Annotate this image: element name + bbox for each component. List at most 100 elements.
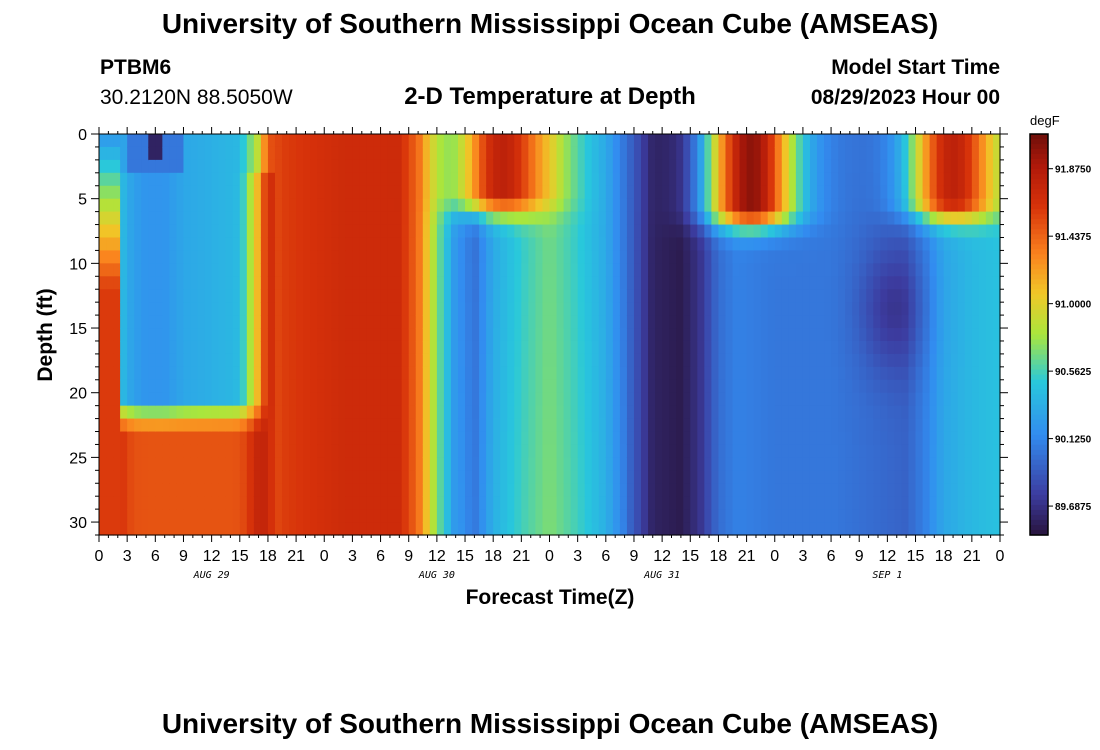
heatmap-cell [282,172,290,187]
heatmap-cell [401,353,410,368]
heatmap-cell [457,250,466,264]
heatmap-cell [345,289,354,303]
heatmap-cell [880,522,888,536]
heatmap-cell [725,263,734,277]
heatmap-cell [422,289,431,303]
heatmap-cell [795,431,804,446]
heatmap-cell [626,185,635,200]
heatmap-cell [239,237,248,252]
heatmap-cell [845,250,853,264]
heatmap-cell [106,483,114,497]
heatmap-cell [725,418,734,433]
heatmap-cell [359,328,368,342]
heatmap-cell [472,134,480,148]
heatmap-cell [838,198,846,213]
heatmap-cell [605,185,614,200]
heatmap-cell [296,224,304,239]
heatmap-cell [401,340,410,355]
heatmap-cell [345,185,354,200]
heatmap-cell [859,315,867,329]
heatmap-cell [964,250,973,264]
heatmap-cell [169,405,178,420]
heatmap-cell [120,392,128,407]
heatmap-cell [612,172,621,187]
heatmap-cell [493,470,501,484]
heatmap-cell [598,379,607,394]
heatmap-cell [338,340,346,355]
heatmap-cell [542,405,551,420]
heatmap-cell [225,418,234,433]
heatmap-cell [781,146,790,161]
heatmap-cell [598,302,607,316]
colorbar-segment [1030,494,1048,501]
heatmap-cell [556,379,565,394]
heatmap-cell [317,405,325,420]
heatmap-cell [148,470,156,484]
heatmap-cell [760,418,769,433]
heatmap-cell [274,470,283,484]
heatmap-cell [211,198,220,213]
heatmap-cell [690,509,698,523]
heatmap-cell [556,185,565,200]
heatmap-cell [331,276,339,290]
heatmap-cell [824,146,832,161]
heatmap-cell [992,470,1001,484]
heatmap-cell [507,522,515,536]
heatmap-cell [260,302,269,316]
heatmap-cell [429,315,438,329]
heatmap-cell [155,224,163,239]
heatmap-cell [472,276,480,290]
heatmap-cell [669,263,677,277]
heatmap-cell [535,134,544,148]
heatmap-cell [887,353,896,368]
heatmap-cell [500,444,508,458]
heatmap-cell [992,276,1001,290]
heatmap-cell [380,353,389,368]
heatmap-cell [169,379,178,394]
heatmap-cell [197,185,206,200]
heatmap-cell [563,457,572,471]
heatmap-cell [148,263,156,277]
heatmap-cell [246,185,255,200]
heatmap-cell [176,483,185,497]
heatmap-cell [479,211,487,226]
heatmap-cell [486,185,494,200]
heatmap-cell [528,211,537,226]
heatmap-cell [563,185,572,200]
heatmap-cell [662,172,670,187]
heatmap-cell [366,340,375,355]
heatmap-cell [345,250,354,264]
heatmap-cell [795,392,804,407]
heatmap-cell [253,483,262,497]
heatmap-cell [507,405,515,420]
heatmap-cell [894,509,903,523]
heatmap-cell [866,328,874,342]
heatmap-cell [197,328,206,342]
heatmap-cell [605,211,614,226]
heatmap-cell [753,134,762,148]
heatmap-cell [521,134,529,148]
heatmap-cell [901,172,910,187]
heatmap-cell [549,146,558,161]
heatmap-cell [183,522,192,536]
heatmap-cell [746,328,755,342]
heatmap-cell [788,276,797,290]
heatmap-cell [971,159,980,174]
heatmap-cell [232,366,241,381]
heatmap-cell [838,496,846,510]
heatmap-cell [591,134,600,148]
heatmap-cell [324,237,332,252]
heatmap-cell [887,211,896,226]
heatmap-cell [190,470,199,484]
heatmap-cell [633,302,642,316]
heatmap-cell [493,172,501,187]
heatmap-cell [697,379,705,394]
heatmap-cell [183,470,192,484]
heatmap-cell [824,353,832,368]
heatmap-cell [992,379,1001,394]
heatmap-cell [943,392,952,407]
heatmap-cell [394,276,403,290]
heatmap-cell [211,457,220,471]
heatmap-cell [169,263,178,277]
heatmap-cell [992,496,1001,510]
